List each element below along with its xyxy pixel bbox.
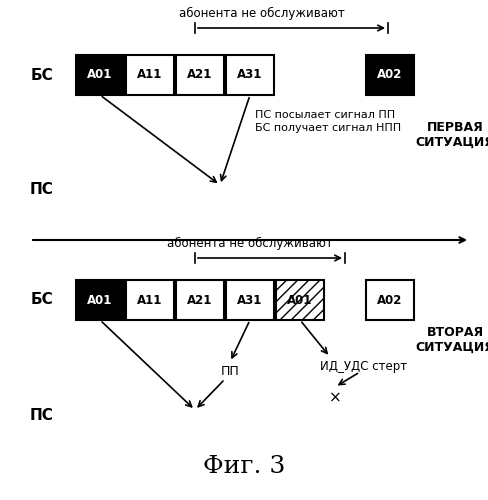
Text: ПС: ПС: [30, 182, 54, 198]
Bar: [226, 280, 274, 320]
Bar: [366, 280, 414, 320]
Text: ВТОРАЯ
СИТУАЦИЯ: ВТОРАЯ СИТУАЦИЯ: [416, 326, 488, 354]
Text: абонента не обслуживают: абонента не обслуживают: [179, 7, 345, 20]
Text: А01: А01: [87, 68, 113, 82]
Bar: [76, 55, 124, 95]
Text: ×: ×: [328, 390, 342, 405]
Text: А21: А21: [187, 294, 213, 306]
Text: А21: А21: [187, 68, 213, 82]
Bar: [226, 55, 274, 95]
Bar: [126, 55, 174, 95]
Text: БС: БС: [31, 68, 53, 82]
Bar: [176, 280, 224, 320]
Bar: [276, 280, 324, 320]
Text: абонента не обслуживают: абонента не обслуживают: [167, 237, 333, 250]
Bar: [126, 280, 174, 320]
Bar: [176, 55, 224, 95]
Text: ПС: ПС: [30, 408, 54, 422]
Text: А02: А02: [377, 294, 403, 306]
Text: А02: А02: [377, 68, 403, 82]
Bar: [366, 55, 414, 95]
Text: ПП: ПП: [221, 365, 240, 378]
Text: А11: А11: [137, 68, 163, 82]
Text: ПЕРВАЯ
СИТУАЦИЯ: ПЕРВАЯ СИТУАЦИЯ: [416, 121, 488, 149]
Text: А31: А31: [237, 294, 263, 306]
Text: БС: БС: [31, 292, 53, 308]
Bar: [76, 280, 124, 320]
Text: ПС посылает сигнал ПП
БС получает сигнал НПП: ПС посылает сигнал ПП БС получает сигнал…: [255, 110, 401, 133]
Text: ИД_УДС стерт: ИД_УДС стерт: [320, 360, 407, 373]
Text: А01: А01: [87, 294, 113, 306]
Text: А11: А11: [137, 294, 163, 306]
Text: А31: А31: [237, 68, 263, 82]
Text: А01: А01: [287, 294, 313, 306]
Text: Фиг. 3: Фиг. 3: [203, 455, 285, 478]
